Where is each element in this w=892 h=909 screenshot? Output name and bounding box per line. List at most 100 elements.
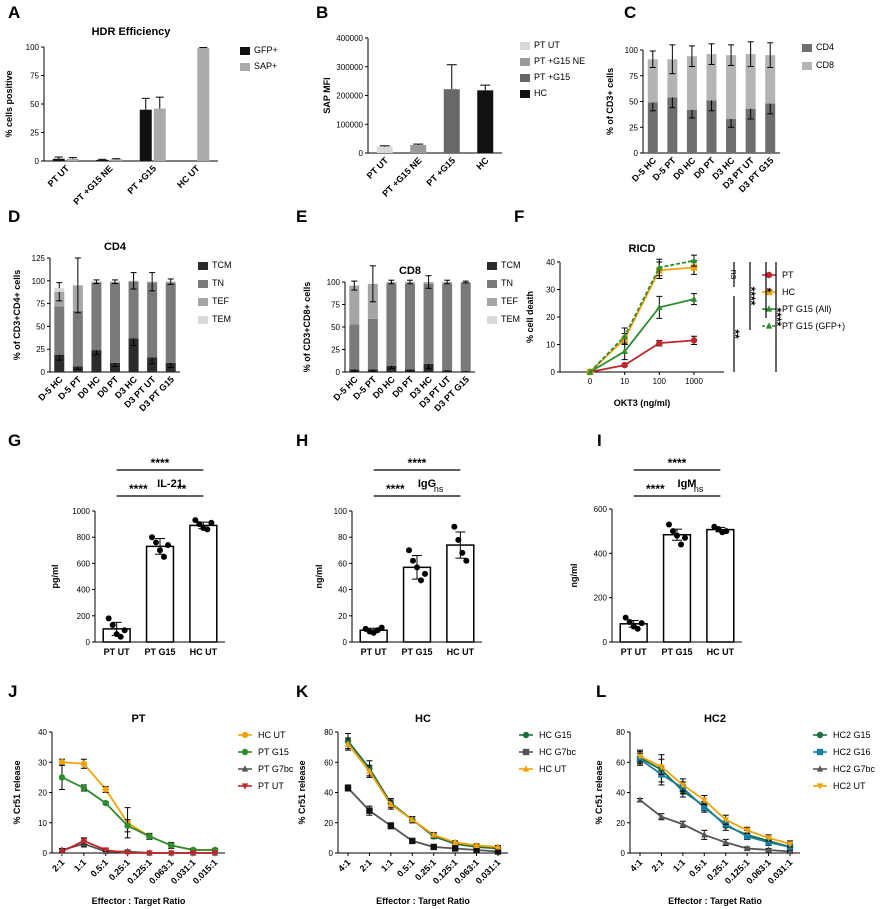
A-legend-swatch [240,47,250,55]
K-legend-point [522,765,530,772]
I-data-point [638,620,645,627]
D-bar-segment [91,350,102,372]
L-y-axis-label: % Cr51 release [594,760,604,824]
F-point [586,368,594,375]
D-bar-segment [91,282,102,351]
panel-label-K: K [296,682,309,701]
D-legend-label: TEF [212,296,230,306]
I-x-tick-label: PT UT [621,647,648,657]
I-data-point [674,532,680,539]
D-bar-segment [128,338,139,372]
E-bar-segment [423,283,434,364]
L-title: HC2 [704,713,726,725]
F-x-axis-label: OKT3 (ng/ml) [614,398,671,408]
E-y-axis-label: % of CD3+CD8+ cells [302,282,312,373]
K-point [409,837,416,845]
G-significance-label: **** [151,456,170,470]
K-point [387,822,395,829]
K-y-tick-label: 40 [324,789,333,798]
F-point [656,339,663,347]
B-legend-swatch [520,58,530,66]
F-y-tick-label: 0 [551,368,556,377]
A-legend-swatch [240,63,250,71]
J-point [102,799,109,807]
J-point [189,850,197,857]
D-y-tick-label: 50 [36,322,45,331]
E-bar-segment [460,282,471,372]
L-point [765,846,772,853]
C-bar-segment [667,97,678,153]
E-legend-label: TN [501,278,513,288]
E-legend-swatch [487,298,497,306]
I-significance-label: ns [694,484,704,494]
L-point [722,838,729,846]
K-point [344,740,352,747]
E-bar-segment [349,285,360,325]
F-legend-point [765,305,773,312]
H-x-tick-label: PT UT [361,647,388,657]
L-point [722,817,729,824]
H-significance-label: **** [408,456,427,470]
L-point [786,841,794,848]
panel-label-I: I [597,431,602,450]
I-bar [706,528,735,643]
F-significance-label: **** [744,287,758,306]
D-y-tick-label: 0 [41,368,46,377]
H-x-tick-label: PT G15 [401,647,432,657]
C-legend-label: CD8 [816,60,834,70]
A-bar [197,48,210,161]
E-legend-label: TCM [501,260,521,270]
D-y-tick-label: 25 [36,345,45,354]
K-y-tick-label: 0 [329,849,334,858]
A-bar [66,158,79,161]
K-point [387,800,395,808]
D-bar-segment [110,282,120,363]
I-data-point [723,528,730,535]
K-point [430,843,437,851]
A-bar [153,108,166,161]
K-point [344,784,352,792]
E-title: CD8 [399,265,421,277]
L-point [636,753,644,760]
E-legend-label: TEM [501,314,520,324]
D-bar-segment [147,357,158,372]
F-point [690,337,698,344]
K-point [430,831,437,838]
F-point [690,264,698,271]
G-data-point [157,547,163,554]
C-bar-segment [765,55,776,104]
F-title: RICD [629,243,656,255]
J-point [58,774,66,781]
F-point [621,361,628,369]
F-y-axis-label: % cell death [525,291,535,343]
K-y-axis-label: % Cr51 release [297,760,307,824]
E-legend-swatch [487,280,497,288]
K-x-tick-label: 4:1 [336,857,352,873]
F-x-tick-label: 100 [653,377,667,386]
F-significance-label: ** [728,329,742,339]
G-y-tick-label: 0 [86,638,91,647]
J-x-tick-label: 2:1 [50,857,66,873]
K-x-tick-label: 1:1 [379,857,395,873]
G-y-tick-label: 200 [77,612,91,621]
G-data-point [165,542,171,549]
H-significance-label: **** [386,482,405,496]
A-y-tick-label: 100 [26,43,40,52]
K-point [494,843,502,850]
C-bar-segment [765,103,776,153]
F-y-tick-label: 20 [546,313,555,322]
I-x-tick-label: HC UT [707,647,735,657]
D-bar-segment [128,281,139,339]
K-series-line [347,787,499,853]
A-x-tick-label: PT UT [46,163,72,189]
D-legend-swatch [198,298,208,306]
K-point [366,767,373,774]
J-y-tick-label: 40 [38,728,47,737]
I-y-tick-label: 400 [594,549,608,558]
panel-label-B: B [316,3,328,22]
B-legend-label: PT UT [534,40,560,50]
H-data-point [378,624,385,631]
